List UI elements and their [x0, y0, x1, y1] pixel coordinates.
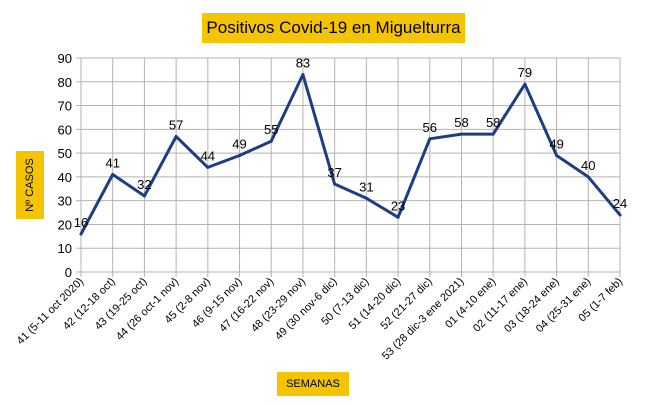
data-label: 57 [169, 117, 183, 132]
data-label: 49 [549, 136, 563, 151]
data-point [111, 173, 115, 177]
y-tick-label: 90 [58, 51, 72, 66]
data-point [301, 73, 305, 77]
data-point [206, 165, 210, 169]
data-label: 83 [296, 56, 310, 71]
data-point [333, 182, 337, 186]
data-point [428, 137, 432, 141]
data-point [555, 153, 559, 157]
series-line [79, 73, 622, 236]
y-tick-label: 20 [58, 217, 72, 232]
y-axis-title-text: Nº CASOS [24, 158, 36, 212]
x-axis-title: SEMANAS [277, 372, 349, 396]
data-label-layer: 16 41 32 57 44 49 55 83 37 31 23 56 58 58 79 49 40 24 [74, 56, 627, 230]
data-label: 58 [486, 115, 500, 130]
data-label: 32 [137, 177, 151, 192]
data-point [174, 134, 178, 138]
line-layer [79, 73, 622, 236]
data-label: 55 [264, 122, 278, 137]
y-tick-label: 50 [58, 146, 72, 161]
y-tick-label: 70 [58, 99, 72, 114]
y-tick-label: 10 [58, 241, 72, 256]
y-tick-label: 40 [58, 170, 72, 185]
x-tick-label: 03 (18-24 ene) [502, 276, 562, 336]
y-tick-label: 0 [65, 265, 72, 280]
grid-layer [80, 57, 621, 273]
y-tick-label: 60 [58, 122, 72, 137]
data-label: 49 [232, 136, 246, 151]
data-point [491, 132, 495, 136]
data-point [364, 196, 368, 200]
data-point [523, 82, 527, 86]
data-point [586, 175, 590, 179]
data-point [618, 213, 622, 217]
data-label: 58 [454, 115, 468, 130]
data-label: 23 [391, 198, 405, 213]
data-label: 56 [423, 120, 437, 135]
data-label: 41 [105, 156, 119, 171]
data-label: 31 [359, 179, 373, 194]
data-point [396, 215, 400, 219]
y-tick-label: 30 [58, 194, 72, 209]
y-tick-label: 80 [58, 75, 72, 90]
data-label: 24 [613, 196, 627, 211]
data-point [459, 132, 463, 136]
data-point [142, 194, 146, 198]
data-point [238, 153, 242, 157]
data-label: 40 [581, 158, 595, 173]
data-label: 16 [74, 215, 88, 230]
data-label: 37 [327, 165, 341, 180]
data-label: 79 [518, 65, 532, 80]
x-tick-label: 04 (25-31 ene) [534, 276, 594, 336]
data-label: 44 [201, 148, 215, 163]
y-axis-title: Nº CASOS [16, 151, 44, 219]
data-point [79, 232, 83, 236]
data-point [269, 139, 273, 143]
chart-title: Positivos Covid-19 en Miguelturra [202, 13, 465, 43]
